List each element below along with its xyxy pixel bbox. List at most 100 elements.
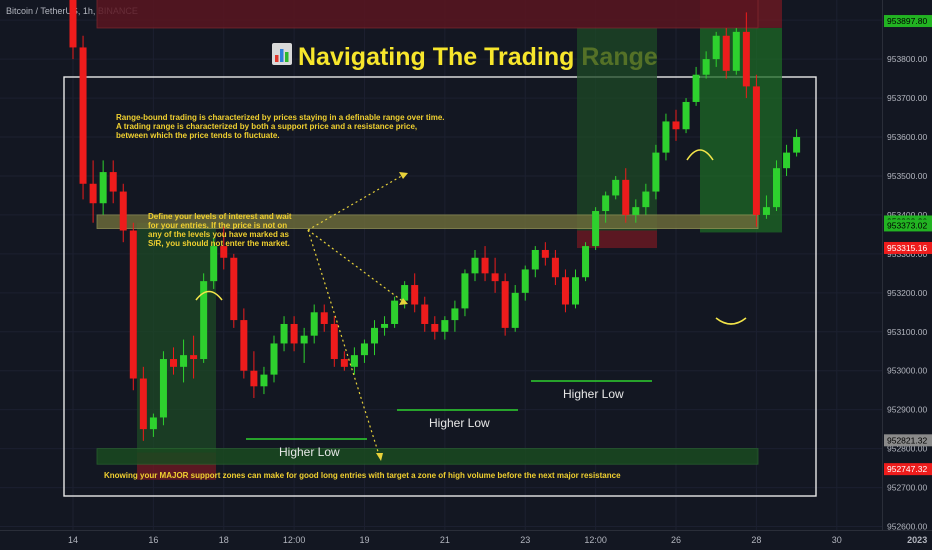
- candle: [280, 316, 288, 352]
- y-tick-label: 953400.00: [887, 210, 927, 220]
- dotted-arrows: [307, 173, 406, 459]
- annotation-frame: [63, 76, 817, 497]
- y-tick-label: 953600.00: [887, 132, 927, 142]
- candle: [200, 273, 208, 363]
- candle: [180, 339, 188, 383]
- candle: [79, 35, 87, 200]
- price-badge: 953897.80: [884, 15, 932, 28]
- candle: [119, 183, 127, 243]
- candle: [551, 249, 559, 286]
- candle: [381, 316, 389, 336]
- svg-text:952821.32: 952821.32: [887, 435, 927, 445]
- candle: [521, 265, 529, 301]
- short-target-box: [700, 27, 782, 233]
- candle: [330, 316, 338, 367]
- intro-note: Range-bound trading is characterized by …: [116, 113, 447, 140]
- axis-separator: [882, 0, 883, 530]
- candle: [240, 308, 248, 379]
- x-tick-label: 12:00: [283, 535, 306, 545]
- intro-note-line-2: A trading range is characterized by both…: [116, 122, 417, 131]
- candle: [773, 160, 780, 212]
- candle: [89, 160, 97, 223]
- svg-text:953315.16: 953315.16: [887, 243, 927, 253]
- levels-note-line-1: Define your levels of interest and wait: [148, 212, 292, 221]
- higher-low-label-3: Higher Low: [563, 387, 624, 401]
- candle: [340, 351, 348, 371]
- candle: [230, 253, 238, 328]
- candle: [612, 175, 620, 200]
- candle: [632, 199, 640, 223]
- x-tick-label: 19: [359, 535, 369, 545]
- candle: [320, 304, 328, 332]
- candle: [360, 339, 368, 363]
- x-tick-label: 23: [520, 535, 530, 545]
- x-tick-label: 12:00: [584, 535, 607, 545]
- candle: [501, 273, 509, 336]
- candle: [371, 320, 378, 356]
- resistance-zone: [96, 0, 759, 29]
- candle: [391, 296, 399, 328]
- candle: [531, 246, 539, 278]
- candle: [662, 113, 670, 161]
- price-badge: 953315.16: [884, 241, 932, 254]
- levels-note-line-2: for your entries. If the price is not on: [148, 221, 287, 230]
- curve-mark-top: [686, 149, 714, 161]
- y-tick-label: 953100.00: [887, 327, 927, 337]
- candle: [712, 31, 720, 67]
- stop-zone-box-2: [577, 230, 657, 249]
- intro-note-line-3: between which the price tends to fluctua…: [116, 131, 280, 140]
- candle: [742, 12, 750, 99]
- candle: [170, 347, 177, 375]
- svg-text:952747.32: 952747.32: [887, 464, 927, 474]
- zones-layer: [96, 0, 782, 480]
- candle: [682, 98, 690, 134]
- candle: [511, 285, 519, 332]
- x-tick-label: 2023: [907, 535, 927, 545]
- price-badge: 953373.02: [884, 219, 932, 232]
- higher-low-2: Higher Low: [397, 409, 518, 430]
- candle: [752, 74, 760, 227]
- axis-separator-bottom: [0, 530, 932, 531]
- candle: [592, 207, 600, 250]
- svg-text:953373.02: 953373.02: [887, 220, 927, 230]
- candle: [300, 327, 308, 363]
- candle: [441, 316, 449, 340]
- candle: [310, 304, 318, 344]
- x-tick-label: 28: [751, 535, 761, 545]
- y-tick-label: 953000.00: [887, 366, 927, 376]
- y-tick-label: 953700.00: [887, 93, 927, 103]
- y-tick-label: 952800.00: [887, 444, 927, 454]
- x-tick-label: 30: [832, 535, 842, 545]
- price-badge: 952821.32: [884, 434, 932, 447]
- candle: [561, 269, 569, 313]
- candle: [350, 347, 358, 375]
- candle: [783, 144, 791, 176]
- candle: [481, 246, 489, 282]
- intro-note-line-1: Range-bound trading is characterized by …: [116, 113, 445, 122]
- candle: [220, 226, 228, 270]
- candle: [109, 160, 117, 204]
- candle: [491, 257, 499, 293]
- y-tick-label: 953500.00: [887, 171, 927, 181]
- candle: [541, 242, 549, 266]
- candle: [471, 249, 479, 282]
- candle: [431, 316, 439, 340]
- candle: [270, 335, 278, 383]
- x-tick-label: 21: [440, 535, 450, 545]
- higher-low-1: Higher Low: [246, 438, 367, 459]
- candle: [260, 366, 268, 395]
- candle: [793, 129, 801, 157]
- candle: [129, 222, 137, 391]
- higher-low-3: Higher Low: [531, 380, 652, 401]
- higher-low-label-1: Higher Low: [279, 445, 340, 459]
- svg-text:953897.80: 953897.80: [887, 16, 927, 26]
- higher-low-label-2: Higher Low: [429, 416, 490, 430]
- x-tick-label: 26: [671, 535, 681, 545]
- x-tick-label: 18: [219, 535, 229, 545]
- candle: [732, 27, 740, 75]
- candle: [642, 183, 650, 215]
- arrow-heads: [376, 172, 408, 461]
- candle: [421, 296, 429, 332]
